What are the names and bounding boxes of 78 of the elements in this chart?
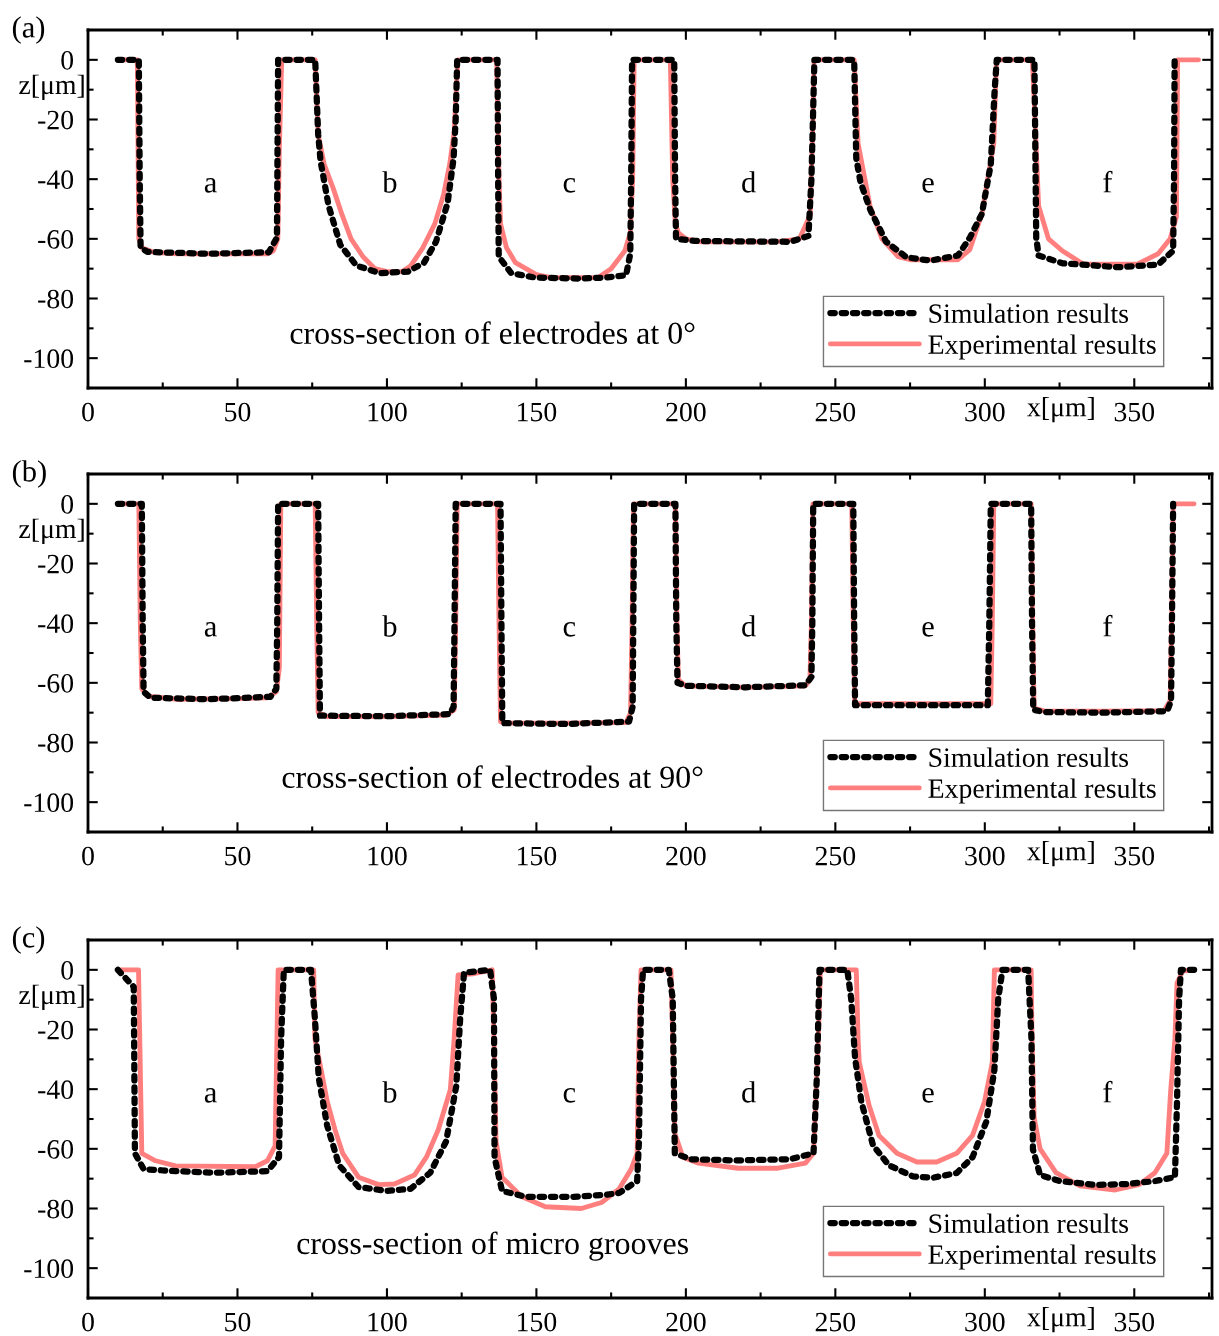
y-axis-title: z[μm]: [19, 518, 84, 544]
x-tick-label: 300: [965, 402, 1005, 422]
x-tick-label: 50: [225, 1312, 251, 1332]
annotation: a: [204, 178, 217, 193]
x-tick-label: 0: [82, 846, 94, 866]
annotation: c: [563, 1087, 576, 1103]
annotation: c: [563, 177, 576, 193]
x-tick-label: 50: [225, 846, 251, 866]
annotation: f: [1103, 170, 1113, 193]
x-axis-title: x[μm]: [1027, 840, 1094, 867]
y-tick-label: -20: [38, 554, 74, 574]
legend-label: Experimental results: [928, 778, 1156, 804]
y-tick-label: 0: [61, 961, 74, 980]
y-tick-label: -100: [24, 793, 74, 813]
y-tick-label: -20: [38, 110, 74, 130]
annotation: c: [563, 621, 576, 637]
x-tick-label: 300: [965, 846, 1005, 866]
y-tick-label: -20: [38, 1020, 74, 1040]
x-tick-label: 250: [815, 846, 856, 866]
chart-title: (c): [12, 926, 45, 954]
y-tick-label: -80: [38, 289, 74, 309]
y-tick-label: -60: [38, 230, 74, 249]
y-tick-label: -60: [38, 674, 74, 693]
x-tick-label: 300: [965, 1312, 1005, 1332]
y-tick-label: 0: [61, 495, 74, 514]
x-tick-label: 350: [1114, 846, 1155, 866]
x-tick-label: 350: [1114, 1312, 1155, 1332]
x-tick-label: 200: [666, 846, 706, 866]
x-tick-label: 250: [815, 402, 856, 422]
annotation: b: [382, 171, 397, 193]
annotation: b: [382, 615, 397, 637]
annotation: f: [1103, 614, 1113, 637]
chart-title: (a): [12, 16, 45, 44]
x-tick-label: 100: [368, 402, 407, 422]
y-tick-label: -40: [38, 170, 74, 190]
annotation: e: [922, 621, 934, 637]
y-tick-label: -80: [38, 1199, 74, 1219]
annotation: cross-section of electrodes at 90°: [282, 765, 703, 789]
x-tick-label: 150: [518, 846, 557, 866]
x-tick-label: 150: [518, 1312, 557, 1332]
annotation: e: [922, 1087, 934, 1103]
x-tick-label: 0: [82, 1312, 94, 1332]
annotation: e: [922, 177, 934, 193]
x-tick-label: 0: [82, 402, 94, 422]
y-tick-label: -100: [24, 349, 74, 369]
x-axis-title: x[μm]: [1027, 1306, 1094, 1333]
chart-title: (b): [12, 460, 46, 488]
y-tick-label: 0: [61, 51, 74, 70]
x-tick-label: 150: [518, 402, 557, 422]
annotation: a: [204, 622, 217, 637]
y-tick-label: -40: [38, 1080, 74, 1100]
legend-label: Simulation results: [929, 747, 1129, 768]
x-tick-label: 200: [666, 402, 706, 422]
y-tick-label: -60: [38, 1140, 74, 1159]
legend-label: Simulation results: [929, 1213, 1129, 1234]
legend-label: Experimental results: [928, 1244, 1156, 1270]
annotation: cross-section of electrodes at 0°: [290, 321, 695, 345]
x-tick-label: 100: [368, 1312, 407, 1332]
x-tick-label: 200: [666, 1312, 706, 1332]
legend-label: Simulation results: [929, 303, 1129, 324]
x-tick-label: 100: [368, 846, 407, 866]
y-axis-title: z[μm]: [19, 74, 84, 100]
x-tick-label: 50: [225, 402, 251, 422]
annotation: d: [742, 171, 756, 193]
y-tick-label: -40: [38, 614, 74, 634]
y-tick-label: -100: [24, 1259, 74, 1279]
annotation: cross-section of micro grooves: [297, 1231, 688, 1261]
annotation: f: [1103, 1080, 1113, 1103]
x-tick-label: 350: [1114, 402, 1155, 422]
y-axis-title: z[μm]: [19, 984, 84, 1010]
y-tick-label: -80: [38, 733, 74, 753]
annotation: b: [382, 1081, 397, 1103]
annotation: d: [742, 1081, 756, 1103]
annotation: d: [742, 615, 756, 637]
x-tick-label: 250: [815, 1312, 856, 1332]
annotation: a: [204, 1088, 217, 1103]
x-axis-title: x[μm]: [1027, 396, 1094, 423]
legend-label: Experimental results: [928, 334, 1156, 360]
